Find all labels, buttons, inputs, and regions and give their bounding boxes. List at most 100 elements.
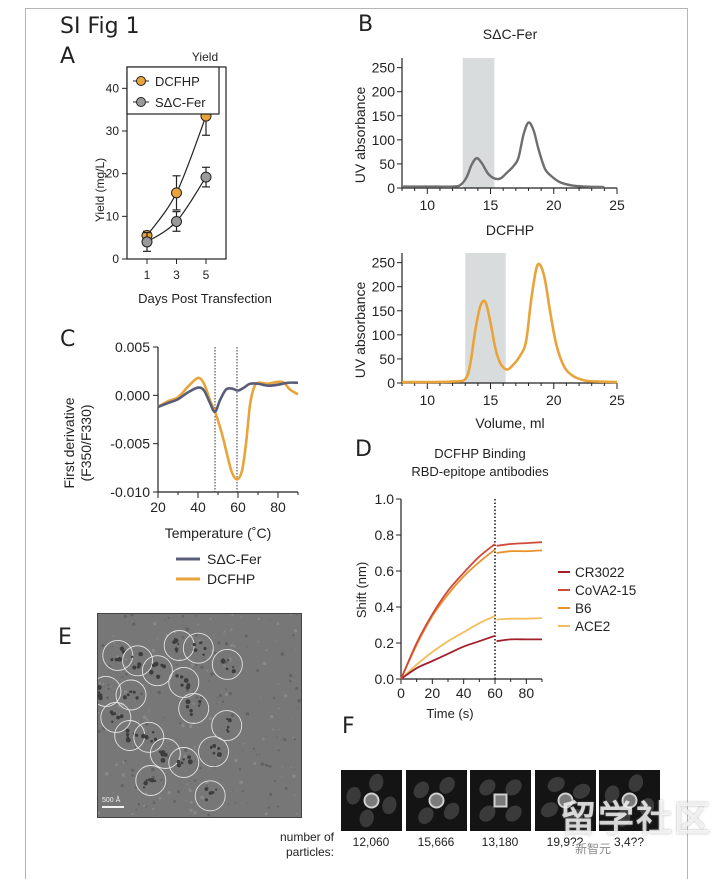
particle-count: 13,180	[481, 835, 519, 849]
noise-speck	[230, 628, 233, 631]
spike-density	[628, 774, 644, 792]
y-tick-label: 100	[372, 327, 396, 343]
particle-density	[173, 637, 176, 641]
particle-pick-circle	[198, 736, 229, 768]
noise-speck	[230, 643, 234, 647]
noise-speck	[276, 622, 280, 626]
chart-binding: DCFHP Binding RBD-epitope antibodies 0.0…	[354, 446, 636, 721]
particle-density	[113, 712, 117, 716]
noise-speck	[106, 696, 110, 700]
noise-speck	[151, 648, 156, 653]
y-tick-label: 0.005	[115, 339, 150, 355]
spike-density	[479, 805, 496, 822]
2d-class-average	[341, 770, 402, 831]
ferritin-core	[428, 792, 445, 809]
chart-subtitle: RBD-epitope antibodies	[411, 464, 549, 479]
noise-speck	[185, 627, 190, 632]
noise-speck	[244, 634, 248, 638]
particle-density	[180, 761, 184, 765]
noise-speck	[209, 617, 212, 620]
y-tick-label: 0.2	[375, 635, 395, 651]
chart-title: DCFHP	[486, 222, 534, 238]
legend-label-sdcfer: SΔC-Fer	[207, 551, 262, 567]
data-point	[200, 171, 212, 183]
noise-speck	[98, 811, 101, 814]
noise-speck	[262, 737, 265, 740]
particle-pick-circle	[182, 632, 214, 664]
noise-speck	[156, 638, 159, 640]
watermark: 留学社区	[560, 798, 713, 839]
noise-speck	[108, 664, 111, 668]
y-tick-label: 0.6	[375, 563, 395, 579]
particle-pick-circle	[168, 747, 200, 778]
noise-speck	[224, 692, 229, 697]
particle-density	[116, 715, 121, 720]
particle-density	[160, 753, 165, 757]
particle-pick-circle	[115, 679, 147, 711]
noise-speck	[189, 801, 193, 804]
noise-speck	[225, 688, 227, 691]
legend-label: ACE2	[575, 619, 610, 634]
chart-sec-dcfhp: DCFHP 0 50 100 150 200 250 10 15 20 25 UV absorba…	[352, 222, 625, 431]
spike-density	[505, 779, 522, 796]
particle-density	[226, 730, 230, 733]
legend-label: B6	[575, 601, 592, 616]
row-label-line1: number of	[279, 830, 334, 844]
particle-density	[215, 788, 218, 791]
spike-density	[418, 807, 434, 825]
x-tick-label: 60	[487, 685, 503, 701]
noise-speck	[260, 697, 262, 699]
noise-speck	[107, 687, 110, 691]
noise-speck	[231, 614, 235, 616]
noise-speck	[194, 697, 196, 699]
x-axis-label: Volume, ml	[475, 415, 544, 431]
particle-density	[227, 718, 232, 723]
legend-marker	[136, 97, 146, 107]
spike-density	[505, 805, 522, 822]
watermark-subtext: 新智元	[575, 842, 612, 856]
particle-density	[100, 694, 103, 697]
particle-pick-circle	[163, 630, 195, 661]
noise-speck	[228, 691, 232, 696]
series-line-SΔC-Fer	[157, 381, 299, 414]
particle-density	[176, 763, 182, 768]
y-tick-label: 50	[379, 351, 395, 367]
particle-density	[135, 696, 139, 700]
noise-speck	[292, 634, 295, 637]
particle-density	[141, 733, 146, 739]
noise-speck	[195, 615, 197, 617]
noise-speck	[192, 702, 195, 705]
noise-speck	[121, 675, 124, 679]
particle-density	[180, 683, 184, 687]
noise-speck	[204, 804, 206, 807]
noise-speck	[101, 682, 103, 684]
noise-speck	[296, 614, 298, 616]
particle-count: 19,9??	[546, 835, 584, 849]
noise-speck	[266, 764, 270, 768]
noise-speck	[216, 696, 219, 699]
spike-density	[369, 773, 384, 792]
y-tick-label: 0	[387, 180, 395, 196]
noise-speck	[195, 663, 198, 666]
x-tick-label: 15	[483, 197, 499, 213]
chart-title: DCFHP Binding	[434, 446, 526, 461]
particle-pick-circle	[168, 666, 200, 698]
noise-speck	[151, 767, 155, 772]
noise-speck	[206, 784, 208, 787]
data-point	[171, 187, 182, 199]
particle-density	[226, 717, 229, 721]
figure-title: SI Fig 1	[60, 14, 140, 39]
noise-speck	[190, 663, 194, 667]
noise-speck	[145, 718, 149, 722]
y-axis-label: UV absorbance	[352, 282, 368, 379]
noise-speck	[207, 813, 211, 817]
noise-speck	[230, 615, 232, 617]
class-average-density	[604, 774, 655, 827]
y-axis-label-line1: First derivative	[61, 397, 77, 488]
noise-speck	[178, 722, 181, 725]
noise-speck	[210, 672, 214, 676]
noise-speck	[274, 780, 277, 783]
noise-speck	[266, 735, 268, 737]
noise-speck	[145, 722, 149, 726]
y-tick-label: 150	[372, 303, 396, 319]
